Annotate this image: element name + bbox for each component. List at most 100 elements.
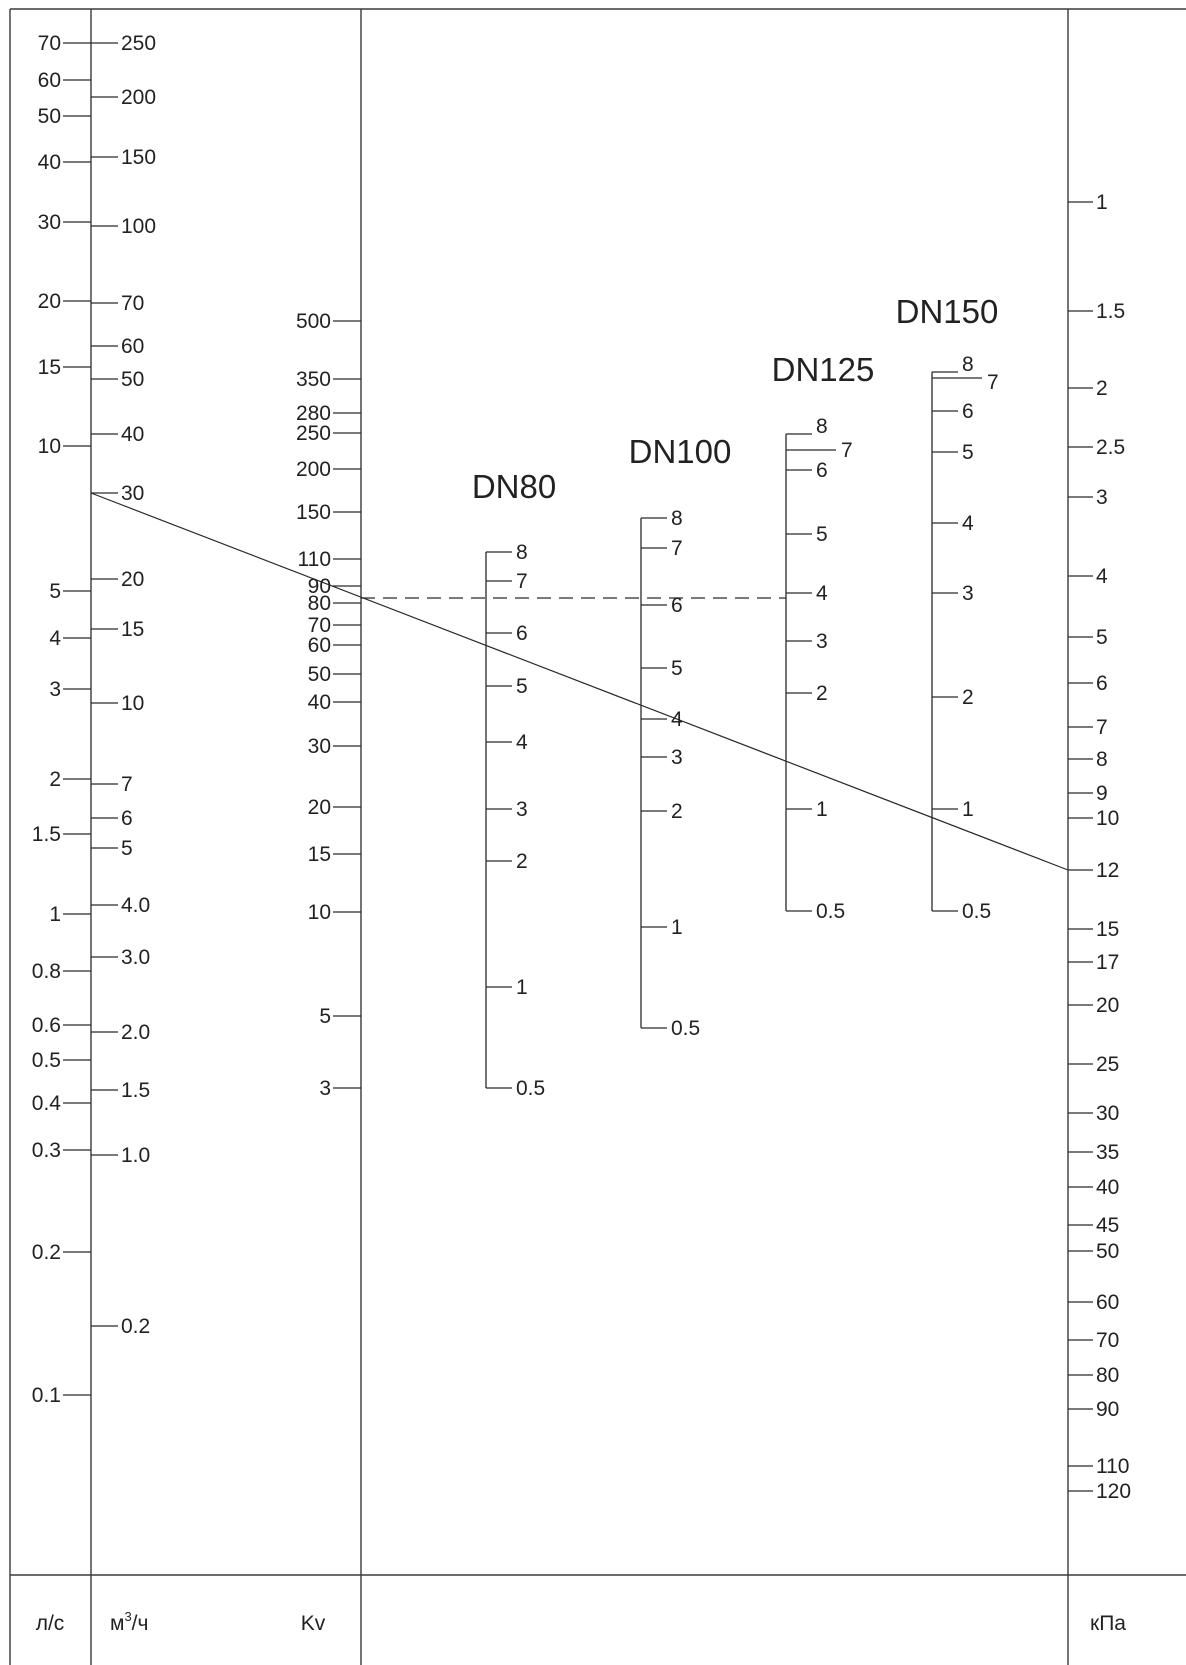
valve-tick-label: 4 [962, 512, 974, 535]
valve-tick-label: 7 [987, 371, 999, 394]
ls-tick-label: 4 [49, 627, 61, 650]
kpa-tick-label: 60 [1096, 1291, 1119, 1314]
ls-tick-label: 0.4 [32, 1092, 62, 1115]
kpa-tick-label: 50 [1096, 1240, 1119, 1263]
valve-tick-label: 0.5 [962, 900, 991, 923]
valve-scale-dn80: DN80 8 7 6 5 4 3 2 1 0.5 [472, 468, 556, 1100]
kv-tick-label: 350 [296, 368, 331, 391]
kv-tick-label: 110 [298, 548, 331, 571]
valve-tick-label: 6 [516, 622, 528, 645]
frame [9, 8, 1186, 1665]
kpa-tick-label: 110 [1096, 1455, 1129, 1478]
m3h-scale: 250 200 150 100 70 60 50 40 30 20 15 10 7 6 5 4.0 3.0 2.0… [91, 32, 156, 1338]
valve-tick-label: 0.5 [671, 1017, 700, 1040]
kpa-tick-label: 8 [1096, 748, 1108, 771]
m3h-tick-label: 1.0 [121, 1144, 150, 1167]
unit-kpa: кПа [1090, 1612, 1126, 1635]
valve-tick-label: 5 [962, 441, 974, 464]
valve-scale-dn150: DN150 876 5 4 3 2 1 0.5 [896, 293, 999, 923]
ls-tick-label: 3 [49, 678, 61, 701]
valve-tick-label: 4 [516, 731, 528, 754]
valve-tick-label: 7 [841, 439, 853, 462]
kv-tick-label: 80 [308, 592, 331, 615]
m3h-tick-label: 4.0 [121, 894, 150, 917]
kpa-tick-label: 5 [1096, 626, 1108, 649]
kv-tick-label: 10 [308, 901, 331, 924]
kpa-tick-label: 70 [1096, 1329, 1119, 1352]
m3h-tick-label: 150 [121, 146, 156, 169]
kv-tick-label: 3 [319, 1077, 331, 1100]
kpa-scale: 11.522.534567891012151720253035404550607… [1068, 191, 1131, 1503]
kpa-tick-label: 1 [1096, 191, 1108, 214]
valve-tick-label: 0.5 [516, 1077, 545, 1100]
valve-tick-label: 2 [516, 850, 528, 873]
valve-tick-label: 8 [671, 507, 683, 530]
valve-scale-dn125: DN125 876 5 4 3 2 1 0.5 [772, 351, 875, 923]
kpa-tick-label: 17 [1096, 951, 1119, 974]
ls-tick-label: 1.5 [32, 823, 61, 846]
valve-tick-label: 5 [816, 523, 828, 546]
kv-tick-label: 20 [308, 796, 331, 819]
kv-tick-label: 50 [308, 663, 331, 686]
kpa-tick-label: 30 [1096, 1102, 1119, 1125]
kv-tick-label: 250 [296, 422, 331, 445]
kpa-tick-label: 80 [1096, 1364, 1119, 1387]
ls-tick-label: 10 [38, 435, 61, 458]
ls-tick-label: 0.3 [32, 1139, 61, 1162]
ls-tick-label: 40 [38, 151, 61, 174]
valve-tick-label: 6 [816, 459, 828, 482]
ls-tick-label: 0.8 [32, 960, 61, 983]
m3h-tick-label: 40 [121, 423, 144, 446]
ls-tick-label: 50 [38, 105, 61, 128]
m3h-tick-label: 3.0 [121, 946, 150, 969]
kpa-tick-label: 9 [1096, 782, 1108, 805]
m3h-tick-label: 70 [121, 292, 144, 315]
valve-tick-label: 7 [516, 570, 528, 593]
kpa-tick-label: 6 [1096, 672, 1108, 695]
kv-tick-label: 15 [308, 843, 331, 866]
m3h-tick-label: 7 [121, 773, 133, 796]
kpa-tick-label: 25 [1096, 1053, 1119, 1076]
ls-scale: 70 60 50 40 30 20 15 10 5 4 3 2 1.5 1 0.8 0.6 0.5 0.4 0.3 0… [32, 32, 91, 1407]
kpa-tick-label: 3 [1096, 486, 1108, 509]
m3h-tick-label: 20 [121, 568, 144, 591]
ls-tick-label: 60 [38, 69, 61, 92]
kpa-tick-label: 35 [1096, 1141, 1119, 1164]
kpa-tick-label: 40 [1096, 1176, 1119, 1199]
kpa-tick-label: 45 [1096, 1214, 1119, 1237]
m3h-tick-label: 100 [121, 215, 156, 238]
valve-tick-label: 7 [671, 537, 683, 560]
valve-tick-label: 8 [516, 541, 528, 564]
kpa-tick-label: 15 [1096, 918, 1119, 941]
m3h-tick-label: 30 [121, 482, 144, 505]
kv-tick-label: 500 [296, 310, 331, 333]
kpa-tick-label: 20 [1096, 994, 1119, 1017]
kv-tick-label: 5 [319, 1005, 331, 1028]
valve-tick-label: 3 [516, 798, 528, 821]
m3h-tick-label: 5 [121, 837, 133, 860]
kpa-tick-label: 120 [1096, 1480, 1131, 1503]
valve-tick-label: 1 [671, 916, 683, 939]
kv-tick-label: 40 [308, 691, 331, 714]
ls-tick-label: 0.1 [32, 1384, 61, 1407]
m3h-tick-label: 250 [121, 32, 156, 55]
m3h-tick-label: 0.2 [121, 1315, 150, 1338]
unit-ls: л/с [36, 1612, 65, 1635]
valve-tick-label: 1 [516, 976, 528, 999]
valve-title: DN125 [772, 351, 875, 388]
m3h-tick-label: 60 [121, 335, 144, 358]
valve-tick-label: 0.5 [816, 900, 845, 923]
valve-tick-label: 3 [816, 630, 828, 653]
valve-tick-label: 6 [671, 594, 683, 617]
ls-tick-label: 20 [38, 290, 61, 313]
m3h-tick-label: 1.5 [121, 1079, 150, 1102]
kv-tick-label: 280 [296, 402, 331, 425]
valve-tick-label: 3 [671, 746, 683, 769]
kpa-tick-label: 1.5 [1096, 300, 1125, 323]
valve-tick-label: 2 [671, 800, 683, 823]
kv-tick-label: 70 [308, 614, 331, 637]
valve-title: DN80 [472, 468, 556, 505]
m3h-tick-label: 2.0 [121, 1021, 150, 1044]
valve-tick-label: 6 [962, 400, 974, 423]
